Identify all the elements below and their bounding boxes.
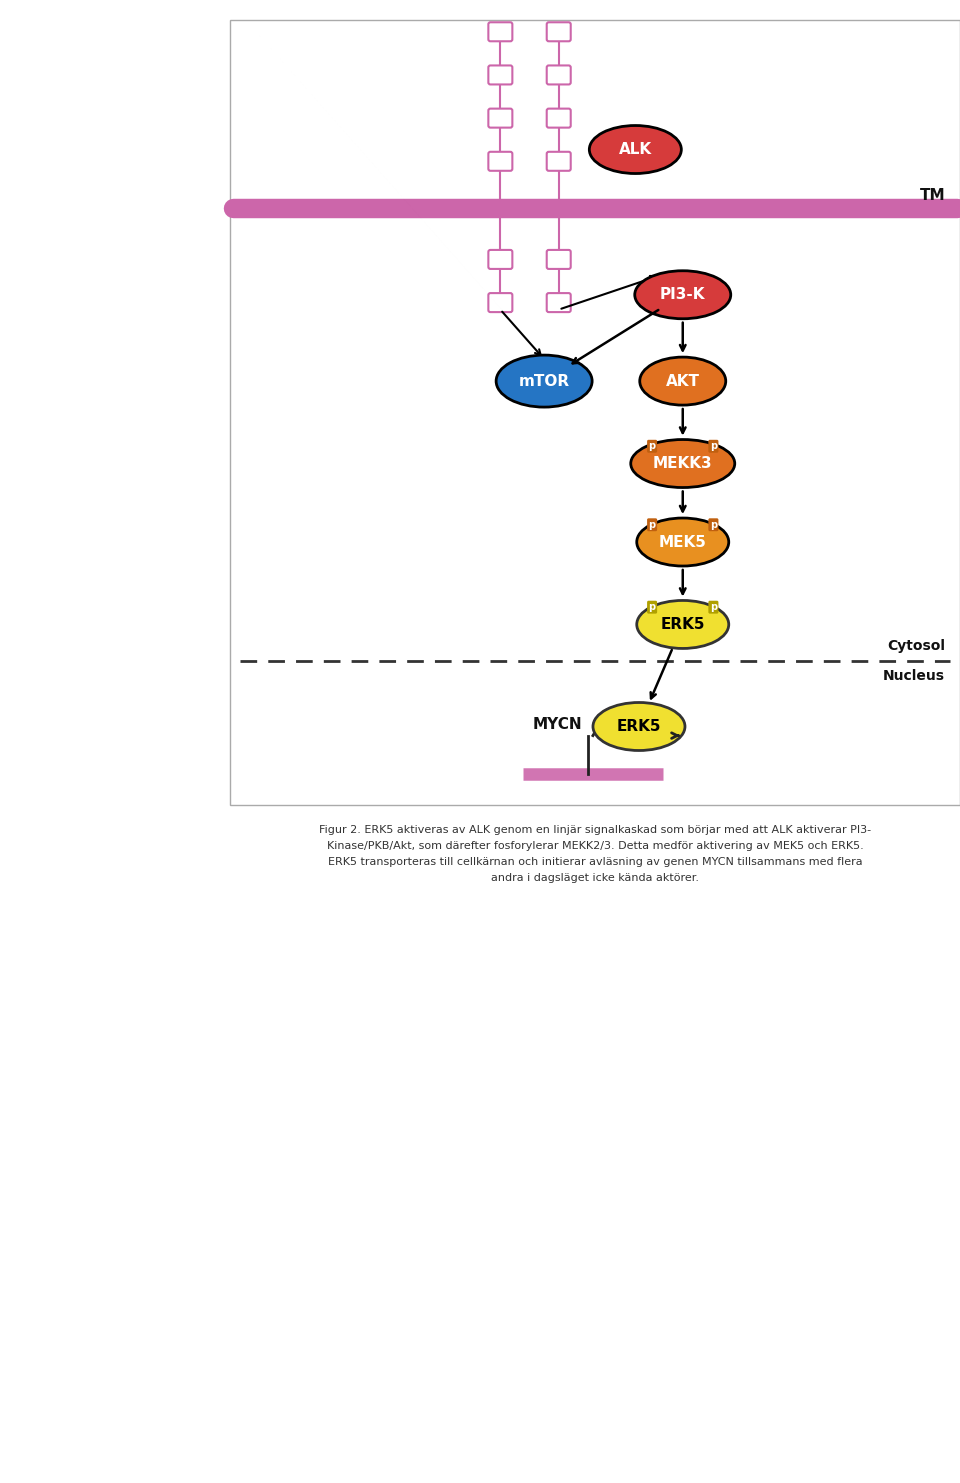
Text: p: p bbox=[709, 519, 717, 529]
Text: Kinase/PKB/Akt, som därefter fosforylerar MEKK2/3. Detta medför aktivering av ME: Kinase/PKB/Akt, som därefter fosforylera… bbox=[326, 841, 864, 851]
Text: ERK5 transporteras till cellkärnan och initierar avläsning av genen MYCN tillsam: ERK5 transporteras till cellkärnan och i… bbox=[328, 857, 862, 868]
Text: p: p bbox=[709, 602, 717, 612]
Text: mTOR: mTOR bbox=[518, 374, 569, 389]
Ellipse shape bbox=[496, 354, 592, 408]
Text: ERK5: ERK5 bbox=[616, 719, 661, 734]
FancyBboxPatch shape bbox=[489, 294, 513, 311]
Text: TM: TM bbox=[920, 188, 945, 203]
FancyBboxPatch shape bbox=[547, 108, 570, 128]
FancyBboxPatch shape bbox=[547, 65, 570, 85]
Ellipse shape bbox=[636, 518, 729, 567]
FancyBboxPatch shape bbox=[547, 294, 570, 311]
Bar bbox=[230, 19, 960, 805]
Text: MEK5: MEK5 bbox=[659, 534, 707, 550]
FancyBboxPatch shape bbox=[489, 108, 513, 128]
Text: p: p bbox=[649, 519, 656, 529]
Ellipse shape bbox=[589, 126, 682, 174]
Text: Nucleus: Nucleus bbox=[883, 669, 945, 684]
FancyBboxPatch shape bbox=[489, 65, 513, 85]
Text: AKT: AKT bbox=[665, 374, 700, 389]
FancyBboxPatch shape bbox=[547, 251, 570, 268]
Text: p: p bbox=[709, 442, 717, 451]
Text: Figur 2. ERK5 aktiveras av ALK genom en linjär signalkaskad som börjar med att A: Figur 2. ERK5 aktiveras av ALK genom en … bbox=[319, 825, 872, 835]
Text: MEKK3: MEKK3 bbox=[653, 457, 712, 472]
Text: ALK: ALK bbox=[619, 142, 652, 157]
FancyBboxPatch shape bbox=[489, 151, 513, 171]
Text: p: p bbox=[649, 602, 656, 612]
Text: ERK5: ERK5 bbox=[660, 617, 705, 632]
Text: Cytosol: Cytosol bbox=[887, 639, 945, 654]
FancyBboxPatch shape bbox=[489, 22, 513, 42]
Ellipse shape bbox=[593, 703, 685, 750]
Text: p: p bbox=[649, 442, 656, 451]
Text: andra i dagsläget icke kända aktörer.: andra i dagsläget icke kända aktörer. bbox=[492, 873, 699, 882]
Text: PI3-K: PI3-K bbox=[660, 288, 706, 303]
Ellipse shape bbox=[635, 271, 731, 319]
Text: ERK5 OCH MYCN ÄR NEDSTRÖMS MÅLPROTEINER FÖR AKTIVT ALK: ERK5 OCH MYCN ÄR NEDSTRÖMS MÅLPROTEINER … bbox=[335, 0, 855, 1]
Text: MYCN: MYCN bbox=[533, 716, 583, 731]
Ellipse shape bbox=[639, 357, 726, 405]
FancyBboxPatch shape bbox=[547, 22, 570, 42]
Ellipse shape bbox=[631, 439, 734, 488]
FancyBboxPatch shape bbox=[547, 151, 570, 171]
FancyBboxPatch shape bbox=[489, 251, 513, 268]
Ellipse shape bbox=[636, 601, 729, 648]
